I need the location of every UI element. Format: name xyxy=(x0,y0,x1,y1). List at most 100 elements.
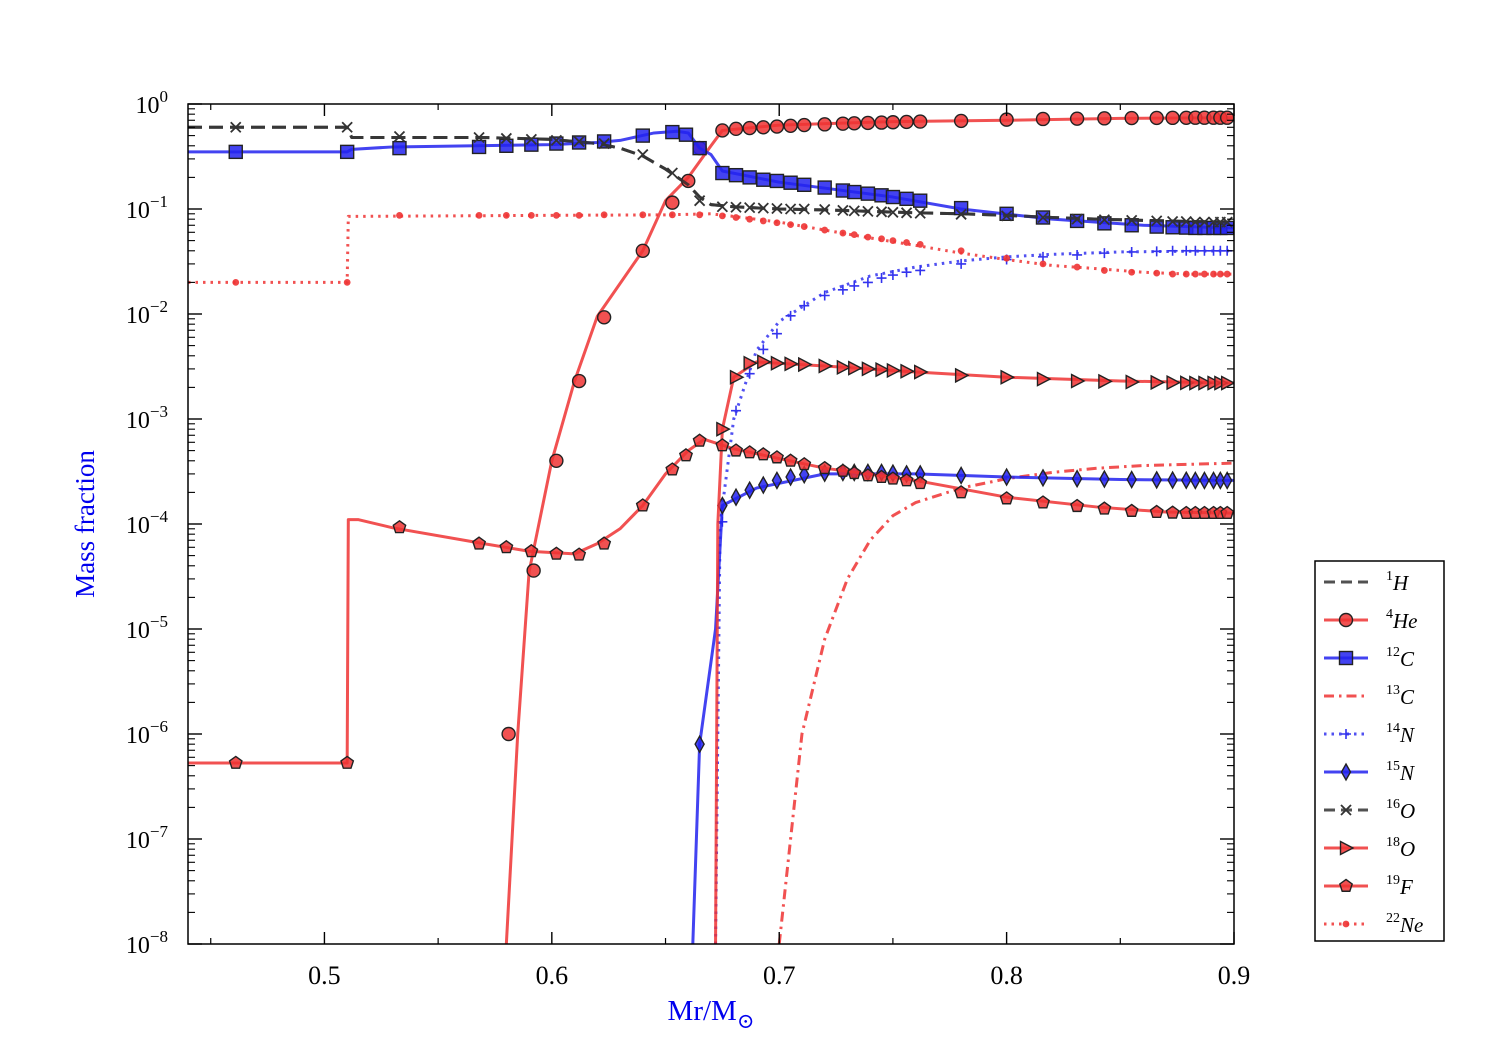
data-point-ne22 xyxy=(746,215,754,223)
y-tick-label: 10−8 xyxy=(126,927,168,959)
data-point-ne22 xyxy=(903,239,910,246)
data-point-n15 xyxy=(785,467,796,487)
data-point-o16 xyxy=(341,121,353,133)
data-point-he4 xyxy=(1097,111,1112,126)
data-point-n14 xyxy=(876,273,887,284)
data-point-f19 xyxy=(783,453,798,467)
series-n14 xyxy=(714,245,1234,944)
data-point-ne22 xyxy=(821,226,829,234)
data-point-o16 xyxy=(550,134,563,147)
legend-marker xyxy=(1340,762,1352,782)
series-o18 xyxy=(714,354,1234,944)
data-point-f19 xyxy=(899,473,914,487)
legend-label: 18O xyxy=(1386,835,1415,861)
x-tick-label: 0.6 xyxy=(536,961,569,990)
legend-label: 1H xyxy=(1386,569,1410,595)
data-point-o16 xyxy=(771,202,783,215)
data-point-n15 xyxy=(1037,468,1049,488)
data-point-he4 xyxy=(1165,110,1180,126)
data-point-ne22 xyxy=(1100,267,1108,274)
data-point-o16 xyxy=(862,205,874,217)
data-point-o18 xyxy=(954,367,970,384)
legend-marker xyxy=(1339,840,1355,856)
data-point-n14 xyxy=(758,344,769,355)
data-point-f19 xyxy=(874,469,889,484)
data-point-ne22 xyxy=(1039,260,1047,268)
data-point-he4 xyxy=(715,123,730,138)
data-point-he4 xyxy=(728,121,744,137)
data-point-f19 xyxy=(756,447,771,461)
data-point-f19 xyxy=(1070,498,1085,513)
y-tick-label: 100 xyxy=(136,87,169,119)
data-point-f19 xyxy=(472,536,487,550)
data-point-n15 xyxy=(798,465,810,485)
data-point-o18 xyxy=(1189,375,1204,391)
data-point-c12 xyxy=(678,127,694,142)
data-point-n15 xyxy=(771,470,783,490)
data-point-o18 xyxy=(848,360,863,376)
legend-label: 16O xyxy=(1386,797,1415,823)
data-point-c12 xyxy=(769,173,785,189)
data-point-he4 xyxy=(1149,110,1164,126)
y-tick-label: 10−2 xyxy=(126,297,168,329)
data-point-ne22 xyxy=(800,223,808,230)
data-point-o18 xyxy=(1180,375,1195,391)
series-line-o16 xyxy=(188,125,1234,224)
data-point-c12 xyxy=(499,138,514,153)
data-point-he4 xyxy=(817,117,832,132)
data-point-n14 xyxy=(837,284,848,295)
legend-label: 22Ne xyxy=(1386,911,1423,937)
data-point-o16 xyxy=(1098,214,1111,226)
data-point-f19 xyxy=(392,519,407,534)
data-point-n14 xyxy=(744,368,755,379)
data-point-f19 xyxy=(1165,505,1180,519)
data-point-ne22 xyxy=(732,214,740,221)
data-point-n14 xyxy=(849,280,860,291)
data-point-o18 xyxy=(729,369,745,385)
data-point-c12 xyxy=(756,172,771,187)
data-point-n15 xyxy=(1221,470,1233,490)
legend-frame xyxy=(1314,560,1445,942)
data-point-o18 xyxy=(1150,374,1166,391)
data-point-he4 xyxy=(899,114,914,130)
series-ne22 xyxy=(188,211,1234,286)
data-point-n14 xyxy=(1151,246,1162,257)
data-point-o16 xyxy=(1180,215,1192,228)
legend-marker xyxy=(1338,612,1354,628)
data-point-n15 xyxy=(1208,470,1219,490)
data-point-he4 xyxy=(549,453,564,468)
x-tick-label: 0.8 xyxy=(990,961,1023,990)
data-point-f19 xyxy=(692,433,707,447)
data-point-o18 xyxy=(886,362,902,379)
data-point-ne22 xyxy=(864,233,872,241)
data-point-f19 xyxy=(769,450,784,464)
data-point-ne22 xyxy=(1216,270,1224,278)
data-point-n14 xyxy=(785,310,796,321)
y-tick-label: 10−4 xyxy=(126,507,169,539)
data-point-o16 xyxy=(598,137,610,150)
data-point-ne22 xyxy=(916,241,924,248)
data-point-ne22 xyxy=(1169,270,1177,278)
legend-item-n14: 14N xyxy=(1324,721,1415,747)
data-point-c12 xyxy=(635,128,650,143)
series-c13 xyxy=(777,461,1234,944)
data-point-o18 xyxy=(1220,375,1234,391)
legend-label: 15N xyxy=(1386,759,1415,785)
data-point-f19 xyxy=(1220,505,1234,520)
data-point-n14 xyxy=(887,270,898,281)
data-point-n15 xyxy=(1071,469,1083,489)
data-point-c12 xyxy=(847,184,862,200)
data-point-o16 xyxy=(730,201,742,213)
data-point-ne22 xyxy=(475,211,483,219)
data-point-n14 xyxy=(1099,248,1110,259)
data-point-o16 xyxy=(666,167,678,179)
data-point-he4 xyxy=(797,117,812,133)
data-point-o18 xyxy=(716,421,731,437)
data-point-c12 xyxy=(228,144,243,160)
data-point-c12 xyxy=(797,177,812,193)
data-point-o18 xyxy=(743,355,759,371)
data-point-ne22 xyxy=(502,211,510,219)
data-point-o18 xyxy=(836,359,852,376)
legend-label: 13C xyxy=(1386,683,1415,709)
data-point-c12 xyxy=(692,140,707,156)
